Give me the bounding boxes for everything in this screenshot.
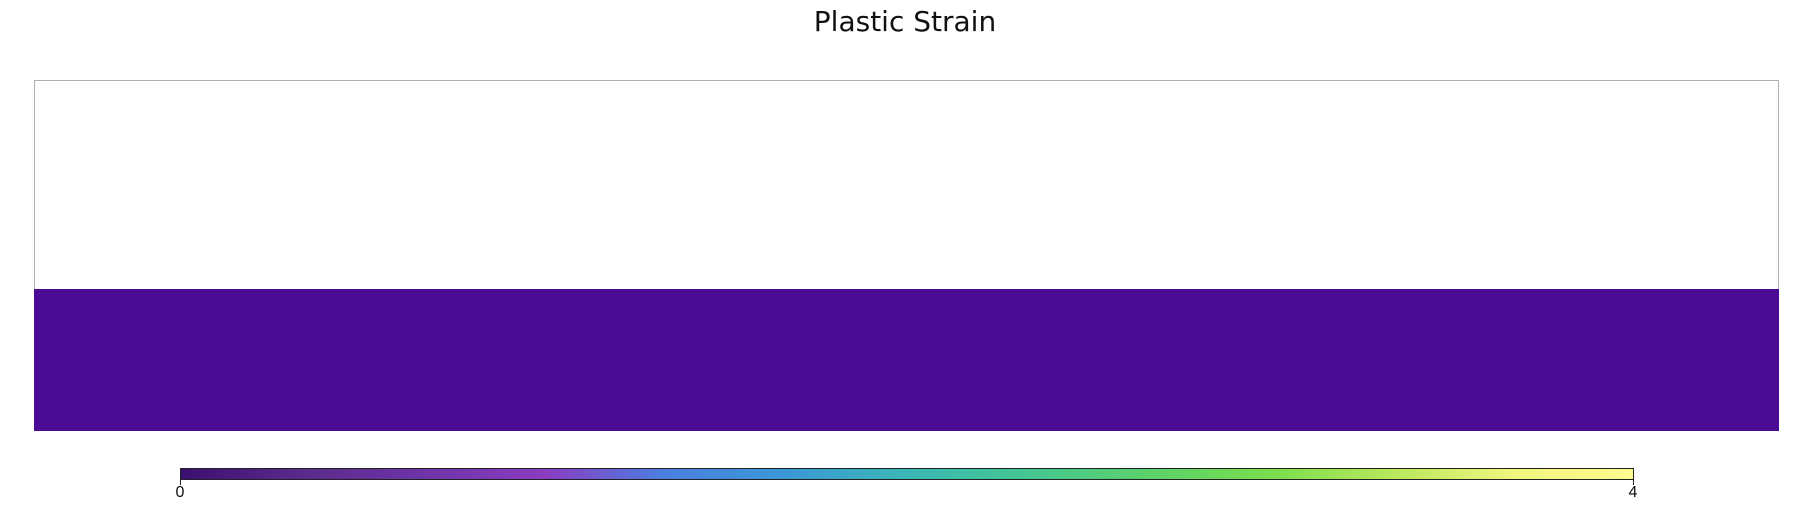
strain-fill xyxy=(34,289,1779,431)
strain-field-svg xyxy=(34,289,1779,431)
strain-field xyxy=(34,289,1779,431)
colorbar-tick-label-min: 0 xyxy=(175,484,185,501)
chart-title: Plastic Strain xyxy=(813,5,997,38)
colorbar-tick-label-max: 4 xyxy=(1628,484,1638,501)
colorbar-tick-min xyxy=(180,480,181,485)
colorbar xyxy=(180,468,1634,480)
colorbar-tick-max xyxy=(1633,480,1634,485)
